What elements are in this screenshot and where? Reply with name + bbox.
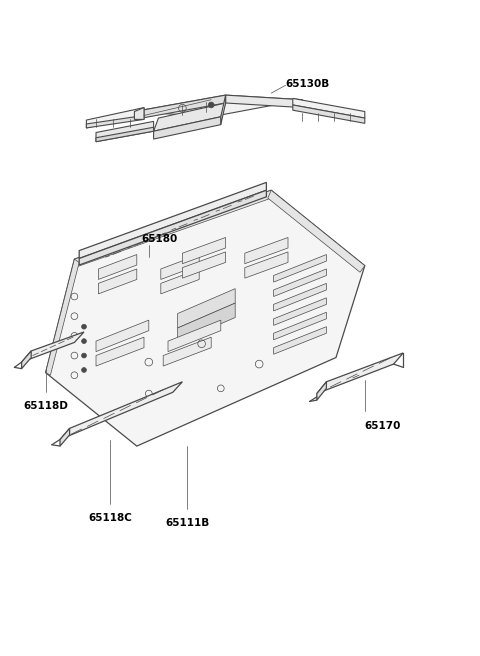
Polygon shape (46, 259, 79, 375)
Polygon shape (22, 351, 31, 369)
Polygon shape (182, 237, 226, 264)
Polygon shape (134, 95, 226, 119)
Polygon shape (46, 190, 365, 446)
Text: 65130B: 65130B (286, 79, 330, 89)
Text: 65170: 65170 (365, 421, 401, 431)
Polygon shape (293, 98, 365, 118)
Polygon shape (60, 382, 182, 440)
Polygon shape (134, 95, 302, 117)
Polygon shape (161, 255, 199, 279)
Polygon shape (245, 237, 288, 264)
Polygon shape (317, 353, 403, 394)
Polygon shape (274, 298, 326, 325)
Polygon shape (22, 332, 84, 362)
Polygon shape (74, 190, 271, 268)
Polygon shape (163, 337, 211, 366)
Text: 65180: 65180 (142, 234, 178, 244)
Polygon shape (168, 320, 221, 352)
Polygon shape (274, 327, 326, 354)
Polygon shape (96, 121, 154, 142)
Polygon shape (274, 283, 326, 311)
Polygon shape (178, 303, 235, 342)
Polygon shape (274, 312, 326, 340)
Polygon shape (226, 95, 302, 108)
Polygon shape (274, 255, 326, 282)
Polygon shape (178, 289, 235, 328)
Circle shape (208, 102, 214, 108)
Polygon shape (161, 269, 199, 294)
Polygon shape (96, 320, 149, 352)
Polygon shape (86, 108, 144, 128)
Polygon shape (293, 105, 365, 123)
Polygon shape (182, 252, 226, 278)
Text: 65118D: 65118D (23, 401, 68, 411)
Circle shape (82, 324, 86, 329)
Polygon shape (60, 428, 70, 446)
Text: 65118C: 65118C (88, 513, 132, 523)
Circle shape (82, 367, 86, 373)
Polygon shape (79, 182, 266, 258)
Text: 65111B: 65111B (165, 518, 209, 528)
Polygon shape (134, 108, 144, 119)
Polygon shape (96, 337, 144, 366)
Polygon shape (154, 103, 226, 131)
Polygon shape (274, 269, 326, 297)
Polygon shape (98, 269, 137, 294)
Polygon shape (221, 95, 226, 125)
Polygon shape (268, 190, 365, 272)
Circle shape (82, 353, 86, 358)
Polygon shape (245, 252, 288, 278)
Polygon shape (154, 117, 221, 139)
Polygon shape (86, 115, 144, 128)
Polygon shape (98, 255, 137, 279)
Polygon shape (317, 382, 326, 400)
Polygon shape (79, 190, 266, 265)
Polygon shape (96, 127, 154, 142)
Circle shape (82, 338, 86, 344)
